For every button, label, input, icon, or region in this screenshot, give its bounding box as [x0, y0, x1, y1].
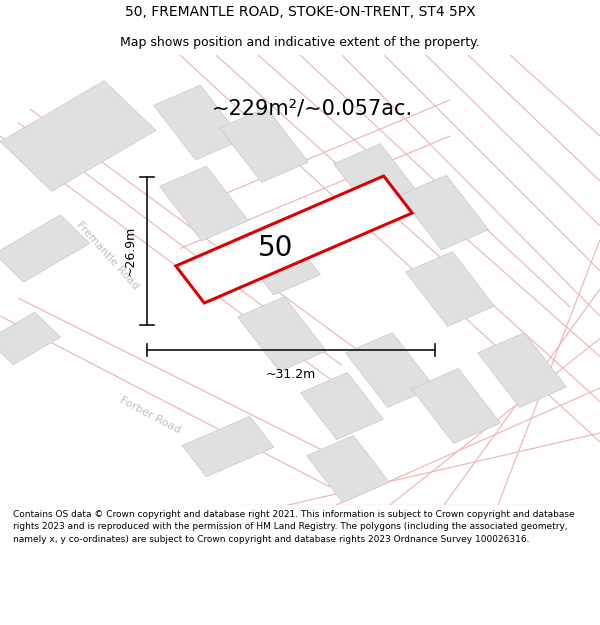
Polygon shape	[412, 369, 500, 443]
Polygon shape	[0, 215, 90, 282]
Polygon shape	[478, 332, 566, 408]
Polygon shape	[400, 175, 488, 250]
Polygon shape	[307, 436, 389, 502]
Text: ~31.2m: ~31.2m	[266, 368, 316, 381]
Polygon shape	[160, 166, 248, 241]
Polygon shape	[182, 416, 274, 477]
Polygon shape	[176, 176, 412, 303]
Text: ~229m²/~0.057ac.: ~229m²/~0.057ac.	[211, 99, 413, 119]
Polygon shape	[238, 297, 326, 371]
Text: Map shows position and indicative extent of the property.: Map shows position and indicative extent…	[120, 36, 480, 49]
Text: Forber Road: Forber Road	[118, 395, 182, 435]
Polygon shape	[301, 372, 383, 439]
Polygon shape	[154, 85, 242, 160]
Polygon shape	[334, 144, 422, 218]
Text: Contains OS data © Crown copyright and database right 2021. This information is : Contains OS data © Crown copyright and d…	[13, 510, 575, 544]
Text: 50, FREMANTLE ROAD, STOKE-ON-TRENT, ST4 5PX: 50, FREMANTLE ROAD, STOKE-ON-TRENT, ST4 …	[125, 5, 475, 19]
Polygon shape	[0, 81, 156, 191]
Polygon shape	[220, 107, 308, 182]
Polygon shape	[346, 332, 434, 408]
Polygon shape	[232, 220, 320, 295]
Polygon shape	[406, 252, 494, 326]
Polygon shape	[0, 312, 61, 365]
Text: Fremantle Road: Fremantle Road	[75, 219, 141, 291]
Text: ~26.9m: ~26.9m	[123, 226, 136, 276]
Text: 50: 50	[259, 234, 293, 262]
